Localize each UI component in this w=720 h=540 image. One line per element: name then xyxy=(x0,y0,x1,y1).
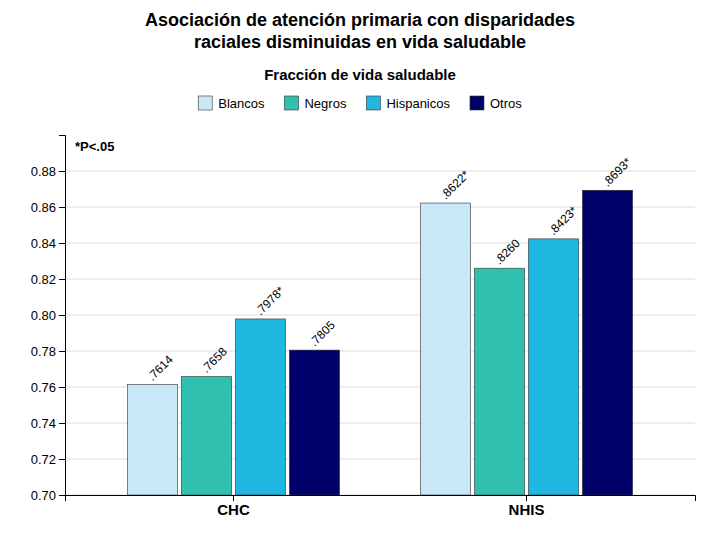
x-tick-label: NHIS xyxy=(509,501,545,518)
legend-label: Blancos xyxy=(218,96,265,111)
bar xyxy=(235,319,285,495)
legend-swatch xyxy=(470,96,484,110)
y-tick-mark xyxy=(59,279,65,280)
y-tick-label: 0.84 xyxy=(31,236,56,251)
grid xyxy=(65,171,695,495)
legend-swatch xyxy=(366,96,380,110)
title-line: raciales disminuidas en vida saludable xyxy=(194,32,526,52)
legend-swatch xyxy=(198,96,212,110)
data-label: .7658 xyxy=(199,344,230,375)
bar xyxy=(582,190,632,495)
y-tick-label: 0.80 xyxy=(31,308,56,323)
title: Asociación de atención primaria con disp… xyxy=(145,10,575,52)
y-tick-label: 0.74 xyxy=(31,416,56,431)
data-label: .8622* xyxy=(438,167,473,202)
legend-item: Hispanicos xyxy=(366,96,450,111)
chart: Asociación de atención primaria con disp… xyxy=(0,0,720,540)
y-tick-label: 0.88 xyxy=(31,164,56,179)
data-labels: .7614 .8622* .7658 .8260 .7978* .8423* .7805 .8… xyxy=(145,155,635,384)
y-tick: 0.70 xyxy=(31,488,65,503)
y-tick: 0.80 xyxy=(31,308,65,323)
title-line: Asociación de atención primaria con disp… xyxy=(145,10,575,30)
y-tick: 0.86 xyxy=(31,200,65,215)
y-tick-mark xyxy=(59,459,65,460)
bar xyxy=(181,377,231,495)
data-label: .8260 xyxy=(492,236,523,267)
bar xyxy=(420,203,470,495)
bar xyxy=(474,268,524,495)
plot: .7614 .8622* .7658 .8260 .7978* .8423* .7805 .8… xyxy=(31,136,696,518)
y-tick-label: 0.82 xyxy=(31,272,56,287)
y-axis-line xyxy=(59,136,66,496)
x-tick: NHIS xyxy=(509,495,545,518)
y-tick-mark xyxy=(59,315,65,316)
y-tick-label: 0.86 xyxy=(31,200,56,215)
x-axis: CHC NHIS xyxy=(66,495,696,518)
y-tick-mark xyxy=(59,171,65,172)
y-tick: 0.84 xyxy=(31,236,65,251)
y-tick: 0.72 xyxy=(31,452,65,467)
legend-item: Blancos xyxy=(198,96,265,111)
legend-item: Otros xyxy=(470,96,522,111)
bar xyxy=(289,350,339,495)
legend-label: Negros xyxy=(304,96,346,111)
y-axis: 0.70 0.72 0.74 0.76 0.78 0.80 0.82 0.84 0.86 0.88 xyxy=(31,136,66,503)
legend: Blancos Negros Hispanicos Otros xyxy=(198,96,522,111)
y-tick-label: 0.72 xyxy=(31,452,56,467)
annotation: *P<.05 xyxy=(75,139,114,154)
y-tick: 0.74 xyxy=(31,416,65,431)
legend-label: Otros xyxy=(490,96,522,111)
x-tick: CHC xyxy=(217,495,250,518)
data-label: .7805 xyxy=(307,318,338,349)
legend-label: Hispanicos xyxy=(386,96,450,111)
x-axis-line xyxy=(66,496,696,502)
grid-line xyxy=(65,171,695,172)
y-tick-mark xyxy=(59,495,65,496)
y-tick-mark xyxy=(59,387,65,388)
legend-item: Negros xyxy=(284,96,346,111)
y-tick-mark xyxy=(59,243,65,244)
x-tick-label: CHC xyxy=(217,501,250,518)
data-label: .8693* xyxy=(600,155,635,190)
legend-swatch xyxy=(284,96,298,110)
data-label: .7614 xyxy=(145,352,176,383)
y-tick-label: 0.70 xyxy=(31,488,56,503)
subtitle: Fracción de vida saludable xyxy=(264,66,456,83)
y-tick-mark xyxy=(59,207,65,208)
y-tick-mark xyxy=(59,423,65,424)
y-tick-label: 0.76 xyxy=(31,380,56,395)
bar xyxy=(528,239,578,495)
y-tick-mark xyxy=(59,351,65,352)
y-tick: 0.82 xyxy=(31,272,65,287)
y-tick: 0.88 xyxy=(31,164,65,179)
y-tick: 0.76 xyxy=(31,380,65,395)
data-label: .7978* xyxy=(253,283,288,318)
data-label: .8423* xyxy=(546,203,581,238)
y-tick-label: 0.78 xyxy=(31,344,56,359)
y-tick: 0.78 xyxy=(31,344,65,359)
bars xyxy=(127,190,632,495)
bar xyxy=(127,384,177,495)
